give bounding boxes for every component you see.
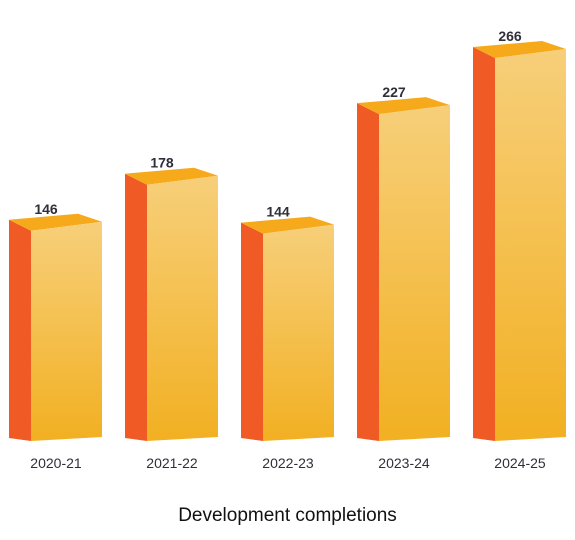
bar [263,224,334,441]
bar-group: 144 2022-23 [241,204,334,471]
bar [31,221,102,441]
x-tick-label: 2022-23 [262,455,314,471]
bar-top [9,213,102,231]
bar-side [9,219,31,441]
chart-title: Development completions [178,505,397,526]
data-label: 178 [150,155,174,171]
bar [495,49,566,441]
x-tick-label: 2020-21 [30,455,82,471]
bar-side [241,222,263,441]
bar-side [357,103,379,441]
bar [147,175,218,441]
bar-group: 227 2023-24 [357,84,450,471]
bar-side [125,173,147,441]
bar-group: 178 2021-22 [125,155,218,471]
bar-group: 146 2020-21 [9,201,102,471]
bars-layer: 146 2020-21 178 2021-22 144 2022-23 227 2023-24… [9,28,566,471]
bar-top [357,97,450,115]
bar-side [473,47,495,441]
x-tick-label: 2023-24 [378,455,430,471]
bar-top [473,41,566,58]
x-tick-label: 2021-22 [146,455,198,471]
bar-top [125,167,218,185]
x-tick-label: 2024-25 [494,455,546,471]
data-label: 266 [498,28,522,44]
bar [379,105,450,441]
data-label: 146 [34,201,58,217]
data-label: 144 [266,204,290,220]
bar-top [241,216,334,234]
bar-group: 266 2024-25 [473,28,566,471]
data-label: 227 [382,84,406,100]
